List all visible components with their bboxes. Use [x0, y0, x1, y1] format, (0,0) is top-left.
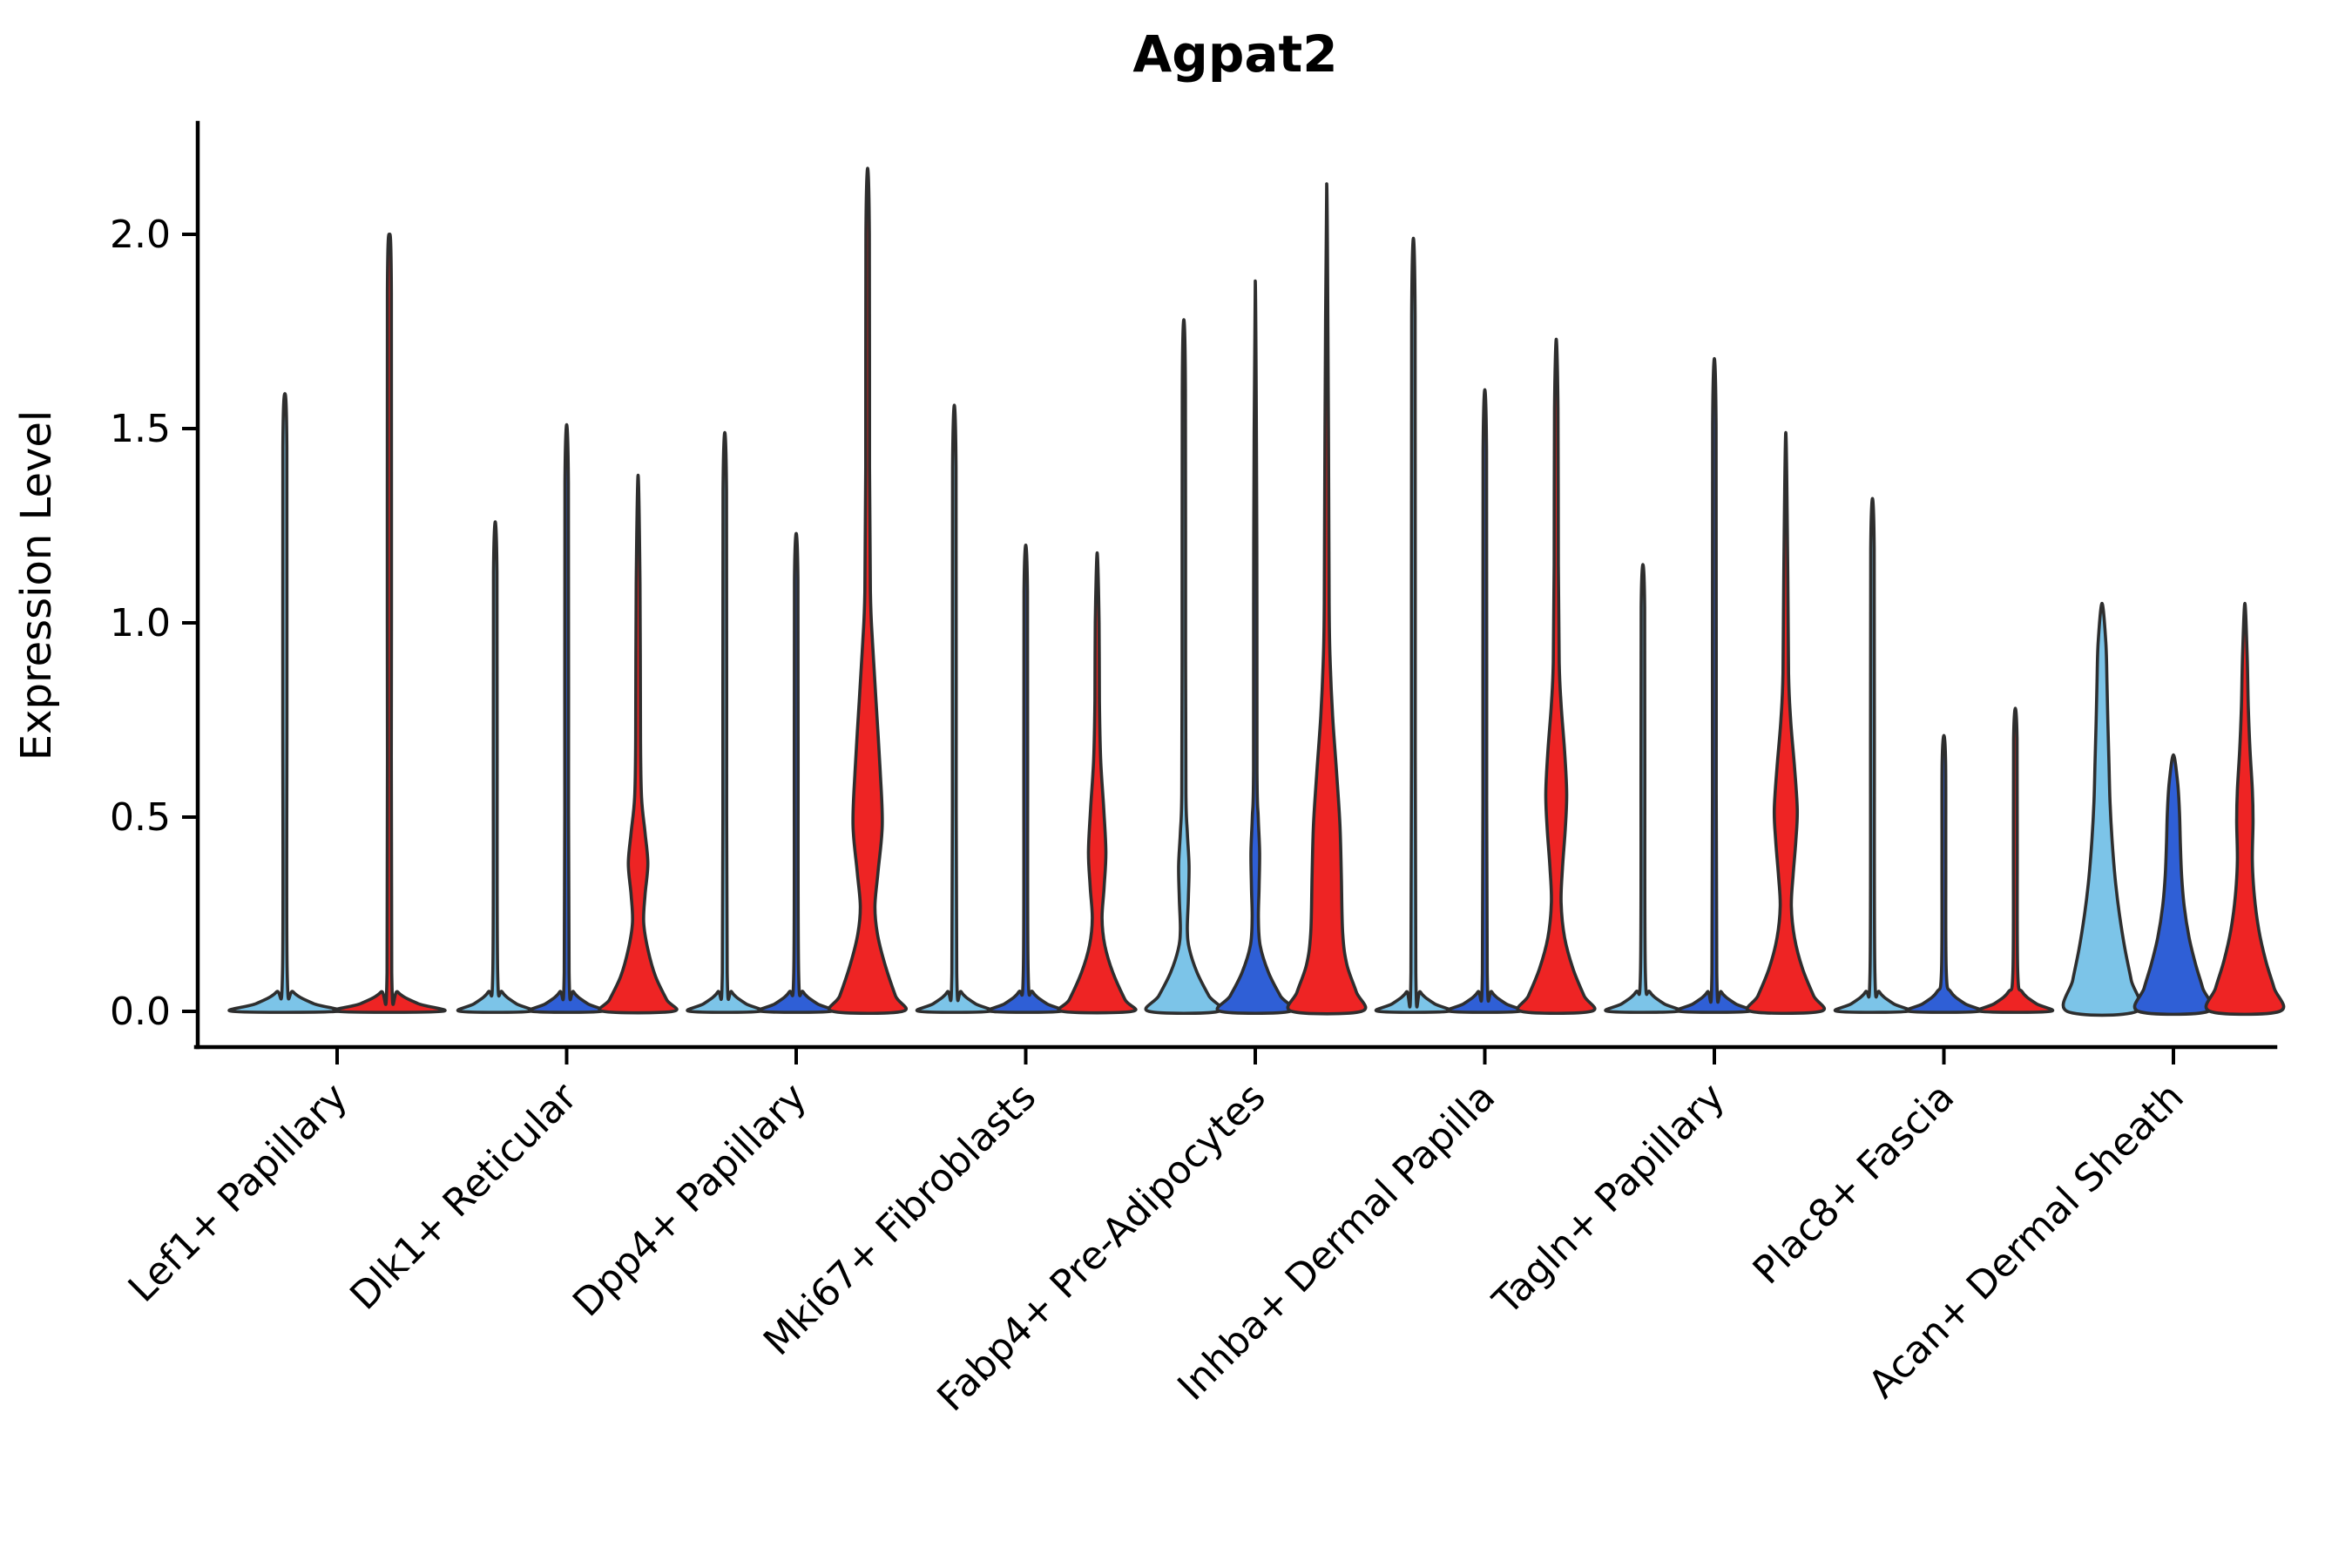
violin-dlk1-reticular-2 — [527, 422, 606, 1014]
violin-tagln-papillary-1 — [1604, 563, 1682, 1014]
violin-tagln-papillary-2 — [1675, 356, 1754, 1014]
violin-plac8-fascia-1 — [1833, 497, 1912, 1014]
violin-fabp4-pre-adipocytes-3 — [1286, 182, 1368, 1016]
violin-dlk1-reticular-1 — [456, 520, 535, 1014]
violin-mki67-fibroblasts-3 — [1057, 551, 1138, 1015]
y-tick-label: 1.0 — [110, 601, 171, 645]
violin-tagln-papillary-3 — [1745, 430, 1827, 1016]
violin-dpp4-papillary-2 — [757, 531, 835, 1014]
violin-acan-dermal-sheath-2 — [2132, 753, 2214, 1017]
y-tick-label: 2.0 — [110, 213, 171, 257]
violin-mki67-fibroblasts-2 — [986, 544, 1065, 1014]
x-tick-label-tagln-papillary: Tagln+ Papillary — [1484, 1075, 1734, 1324]
y-tick-label: 1.5 — [110, 407, 171, 451]
x-tick-label-dlk1-reticular: Dlk1+ Reticular — [341, 1074, 586, 1319]
y-tick-label: 0.0 — [110, 990, 171, 1034]
y-tick-label: 0.5 — [110, 795, 171, 840]
violin-dpp4-papillary-3 — [827, 166, 909, 1016]
violin-plac8-fascia-3 — [1976, 706, 2055, 1014]
violin-fabp4-pre-adipocytes-1 — [1144, 318, 1224, 1016]
violin-lef1-papillary-2 — [332, 233, 447, 1014]
violin-mki67-fibroblasts-1 — [915, 403, 994, 1014]
violin-acan-dermal-sheath-3 — [2204, 601, 2286, 1017]
violin-lef1-papillary-1 — [227, 392, 342, 1014]
violins-layer — [227, 166, 2286, 1017]
violin-plac8-fascia-2 — [1904, 733, 1984, 1014]
y-axis-label: Expression Level — [12, 410, 61, 761]
violin-fabp4-pre-adipocytes-2 — [1215, 279, 1295, 1016]
violin-dpp4-papillary-1 — [686, 430, 764, 1014]
violin-inhba-dermal-papilla-3 — [1516, 337, 1597, 1016]
x-tick-label-plac8-fascia: Plac8+ Fascia — [1745, 1075, 1963, 1294]
violin-inhba-dermal-papilla-2 — [1445, 388, 1524, 1014]
violin-dlk1-reticular-3 — [598, 473, 679, 1015]
x-tick-label-lef1-papillary: Lef1+ Papillary — [120, 1075, 356, 1311]
x-tick-label-dpp4-papillary: Dpp4+ Papillary — [564, 1075, 815, 1326]
violin-inhba-dermal-papilla-1 — [1374, 236, 1453, 1014]
chart-title: Agpat2 — [1132, 24, 1337, 84]
violin-acan-dermal-sheath-1 — [2061, 601, 2143, 1017]
